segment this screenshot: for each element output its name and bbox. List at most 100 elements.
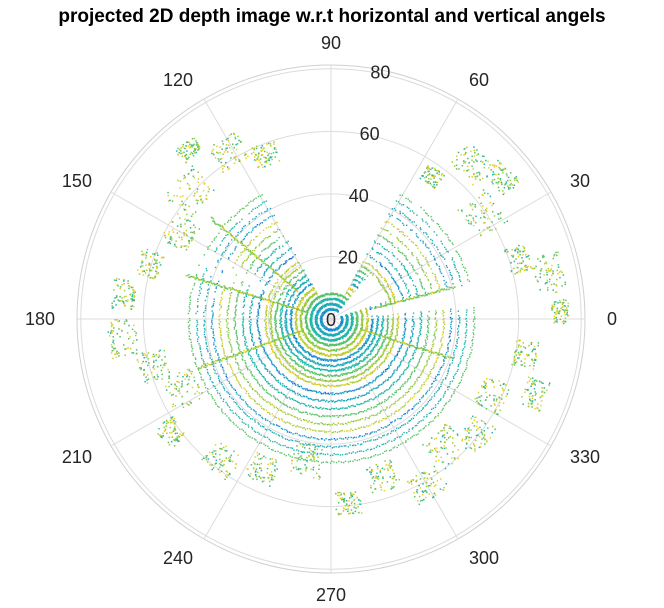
data-point <box>354 396 357 398</box>
data-point <box>278 357 280 359</box>
data-point <box>417 294 419 297</box>
data-point <box>368 263 370 265</box>
data-point <box>372 380 374 383</box>
data-point <box>236 337 239 339</box>
data-point <box>294 362 297 364</box>
data-point <box>237 293 239 296</box>
data-point <box>298 365 300 368</box>
data-point <box>383 340 385 342</box>
data-point <box>311 350 314 352</box>
data-point <box>324 365 327 367</box>
data-point <box>247 348 249 350</box>
data-point <box>386 353 389 355</box>
data-point <box>254 363 256 366</box>
data-point <box>388 396 390 399</box>
data-point <box>278 391 280 394</box>
data-point <box>282 301 285 303</box>
data-point <box>377 272 379 274</box>
data-point <box>306 336 308 338</box>
data-point <box>339 375 341 377</box>
data-point <box>351 333 353 336</box>
data-point <box>319 347 321 349</box>
data-point <box>380 363 382 365</box>
data-point <box>370 326 373 328</box>
data-point <box>391 318 393 321</box>
data-point <box>371 329 373 332</box>
data-point <box>327 374 329 377</box>
data-point <box>377 386 379 389</box>
data-point <box>367 354 369 357</box>
data-point <box>281 328 283 330</box>
data-point <box>311 333 313 336</box>
data-point <box>285 320 288 323</box>
data-point <box>286 331 288 334</box>
data-point <box>260 265 263 267</box>
data-point <box>391 291 393 293</box>
data-point <box>396 369 398 371</box>
data-point <box>270 330 273 333</box>
data-point <box>297 409 299 411</box>
data-point <box>276 269 278 271</box>
data-point <box>332 400 334 402</box>
data-point <box>376 352 379 354</box>
data-point <box>385 389 388 391</box>
data-point <box>404 328 407 330</box>
data-point <box>317 324 319 326</box>
data-point <box>303 332 306 335</box>
data-point <box>309 283 312 285</box>
data-point <box>244 359 246 362</box>
data-point <box>360 338 362 340</box>
data-point <box>235 331 237 334</box>
data-point <box>334 344 337 347</box>
data-point <box>411 253 413 256</box>
data-point <box>377 385 380 387</box>
data-point <box>312 328 315 330</box>
data-point <box>335 298 338 300</box>
data-point <box>305 317 308 319</box>
data-point <box>391 293 393 296</box>
data-point <box>358 350 360 353</box>
data-point <box>262 388 264 390</box>
data-point <box>386 239 388 241</box>
data-point <box>281 306 284 308</box>
data-point <box>251 334 253 336</box>
data-point <box>357 368 359 370</box>
data-point <box>411 371 413 373</box>
data-point <box>328 393 331 396</box>
data-point <box>259 299 262 302</box>
data-point <box>365 363 367 366</box>
data-point <box>264 316 267 318</box>
data-point <box>380 402 383 404</box>
data-point <box>303 374 305 376</box>
data-point <box>278 267 281 269</box>
data-point <box>319 357 321 360</box>
data-point <box>347 356 350 358</box>
data-point <box>355 344 357 347</box>
data-point <box>241 359 244 361</box>
data-point <box>351 342 353 344</box>
data-point <box>299 319 302 321</box>
data-point <box>291 312 293 314</box>
data-point <box>280 401 282 404</box>
data-point <box>375 396 377 398</box>
data-point <box>278 299 280 301</box>
data-point <box>287 332 289 334</box>
data-point <box>289 298 292 300</box>
data-point <box>366 253 368 255</box>
data-point <box>325 337 327 340</box>
data-point <box>296 317 298 320</box>
data-point <box>233 319 235 321</box>
data-point <box>341 407 343 409</box>
data-point <box>242 334 244 337</box>
data-point <box>272 395 275 397</box>
data-point <box>270 332 273 334</box>
data-point <box>250 266 252 269</box>
data-point <box>291 352 293 354</box>
data-point <box>389 339 392 341</box>
data-point <box>372 266 374 269</box>
data-point <box>290 248 292 250</box>
data-point <box>301 331 304 333</box>
data-point <box>295 349 298 351</box>
data-point <box>361 338 364 340</box>
data-point <box>257 323 259 326</box>
